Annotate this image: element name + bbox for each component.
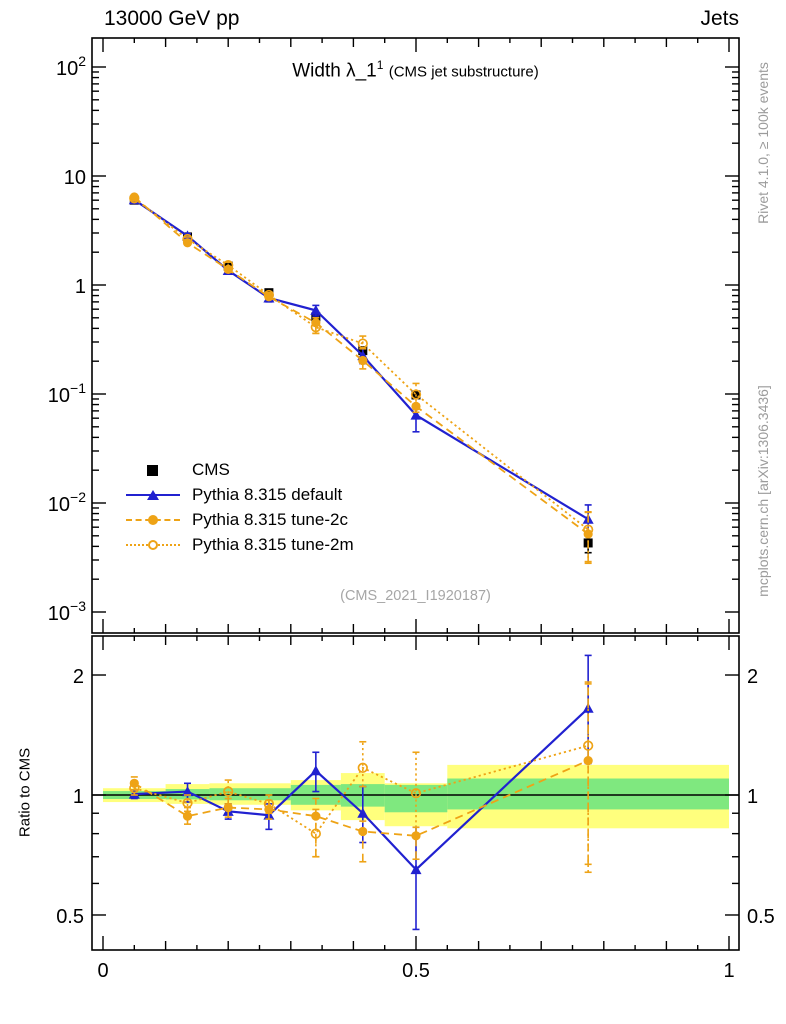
ratio-y-tick-label: 1 <box>73 786 84 808</box>
data-marker-circle-open <box>410 389 422 400</box>
ratio-2-series <box>129 681 594 874</box>
main-1-line <box>133 198 589 521</box>
plot-title-sup: 1 <box>376 58 384 72</box>
legend-label: Pythia 8.315 default <box>192 484 343 504</box>
beam-energy-label: 13000 GeV pp <box>104 7 240 30</box>
ratio-y-tick-label-right: 1 <box>747 786 758 808</box>
data-marker-triangle <box>410 864 422 875</box>
legend-item-pythia-tune2m: Pythia 8.315 tune-2m <box>126 532 354 557</box>
main-y-tick-label: 10 <box>64 167 86 189</box>
data-marker-circle <box>311 811 321 821</box>
main-3-line <box>133 197 589 531</box>
x-tick-label: 0 <box>97 960 108 982</box>
data-marker-circle-open <box>263 798 275 810</box>
data-marker-circle-open <box>129 783 140 794</box>
data-marker-circle-open <box>357 338 368 349</box>
data-marker-circle-open <box>182 233 193 245</box>
data-marker-triangle <box>310 765 322 776</box>
data-marker-circle <box>358 826 368 837</box>
plot-title-main: Width λ_1 <box>292 60 377 82</box>
data-marker-square <box>311 312 321 322</box>
data-marker-triangle <box>357 807 369 818</box>
legend-item-cms: CMS <box>126 457 354 482</box>
ratio-y-tick-label-right: 0.5 <box>747 906 775 928</box>
data-marker-triangle <box>182 786 194 797</box>
legend-label: Pythia 8.315 tune-2m <box>192 534 354 554</box>
analysis-id-watermark: (CMS_2021_I1920187) <box>340 588 491 604</box>
data-marker-circle <box>223 802 233 813</box>
data-marker-circle-open <box>583 740 594 751</box>
ratio-0-line <box>134 707 589 872</box>
ratio-1-line <box>133 759 589 837</box>
ratio-y-tick-label: 2 <box>73 666 84 688</box>
data-marker-circle-open <box>310 828 321 839</box>
plot-title: Width λ_11 (CMS jet substructure) <box>92 58 739 82</box>
data-marker-circle <box>182 811 193 821</box>
mcplots-reference-note: mcplots.cern.ch [arXiv:1306.3436] <box>755 385 771 597</box>
data-marker-circle-open <box>583 524 594 535</box>
data-marker-triangle <box>410 409 422 420</box>
main-y-tick-label: 10−2 <box>48 489 86 516</box>
data-marker-circle-open <box>182 797 193 809</box>
data-marker-circle-open <box>129 193 140 204</box>
legend-label: CMS <box>192 459 230 479</box>
ratio-panel-frame <box>91 635 740 951</box>
axis-tick-labels: 102 10 1 10−1 10−2 10−3 2 2 1 1 0.5 0.5 0 0.5 1 <box>48 53 775 982</box>
data-marker-circle-open <box>223 786 234 797</box>
main-panel-frame <box>91 37 740 634</box>
main-y-tick-label: 102 <box>56 53 86 80</box>
pythia-tune2c-marker-icon <box>126 513 180 527</box>
ratio-y-tick-label: 0.5 <box>56 906 84 928</box>
main-y-tick-label: 1 <box>75 276 86 298</box>
main-y-tick-label: 10−1 <box>48 380 86 407</box>
green-band-bin <box>209 788 247 801</box>
data-marker-circle-open <box>263 289 275 301</box>
data-marker-circle <box>358 355 368 366</box>
ratio-y-tick-label-right: 2 <box>747 666 758 688</box>
axis-ticks <box>92 38 739 950</box>
x-tick-label: 0.5 <box>402 960 430 982</box>
data-marker-circle-open <box>223 260 234 271</box>
legend-label: Pythia 8.315 tune-2c <box>192 509 348 529</box>
data-marker-circle-open <box>357 762 368 773</box>
pythia-default-marker-icon <box>126 488 180 502</box>
data-marker-circle-open <box>310 322 321 333</box>
main-y-tick-label: 10−3 <box>48 598 86 625</box>
cms-marker-icon <box>126 463 180 477</box>
ratio-axis-label: Ratio to CMS <box>16 747 34 838</box>
ratio-2-line <box>134 744 589 835</box>
x-tick-label: 1 <box>723 960 734 982</box>
legend: CMS Pythia 8.315 default Pythia 8.315 tu… <box>126 457 354 557</box>
analysis-group-label: Jets <box>700 7 739 30</box>
data-marker-circle-open <box>410 788 422 799</box>
legend-item-pythia-tune2c: Pythia 8.315 tune-2c <box>126 507 354 532</box>
main-3-series <box>129 193 594 565</box>
rivet-version-note: Rivet 4.1.0, ≥ 100k events <box>755 62 771 224</box>
pythia-tune2m-marker-icon <box>126 538 180 552</box>
data-marker-circle <box>583 755 593 766</box>
data-marker-triangle <box>310 304 322 315</box>
plot-title-note: (CMS jet substructure) <box>388 63 539 81</box>
legend-item-pythia-default: Pythia 8.315 default <box>126 482 354 507</box>
main-2-line <box>133 196 589 535</box>
